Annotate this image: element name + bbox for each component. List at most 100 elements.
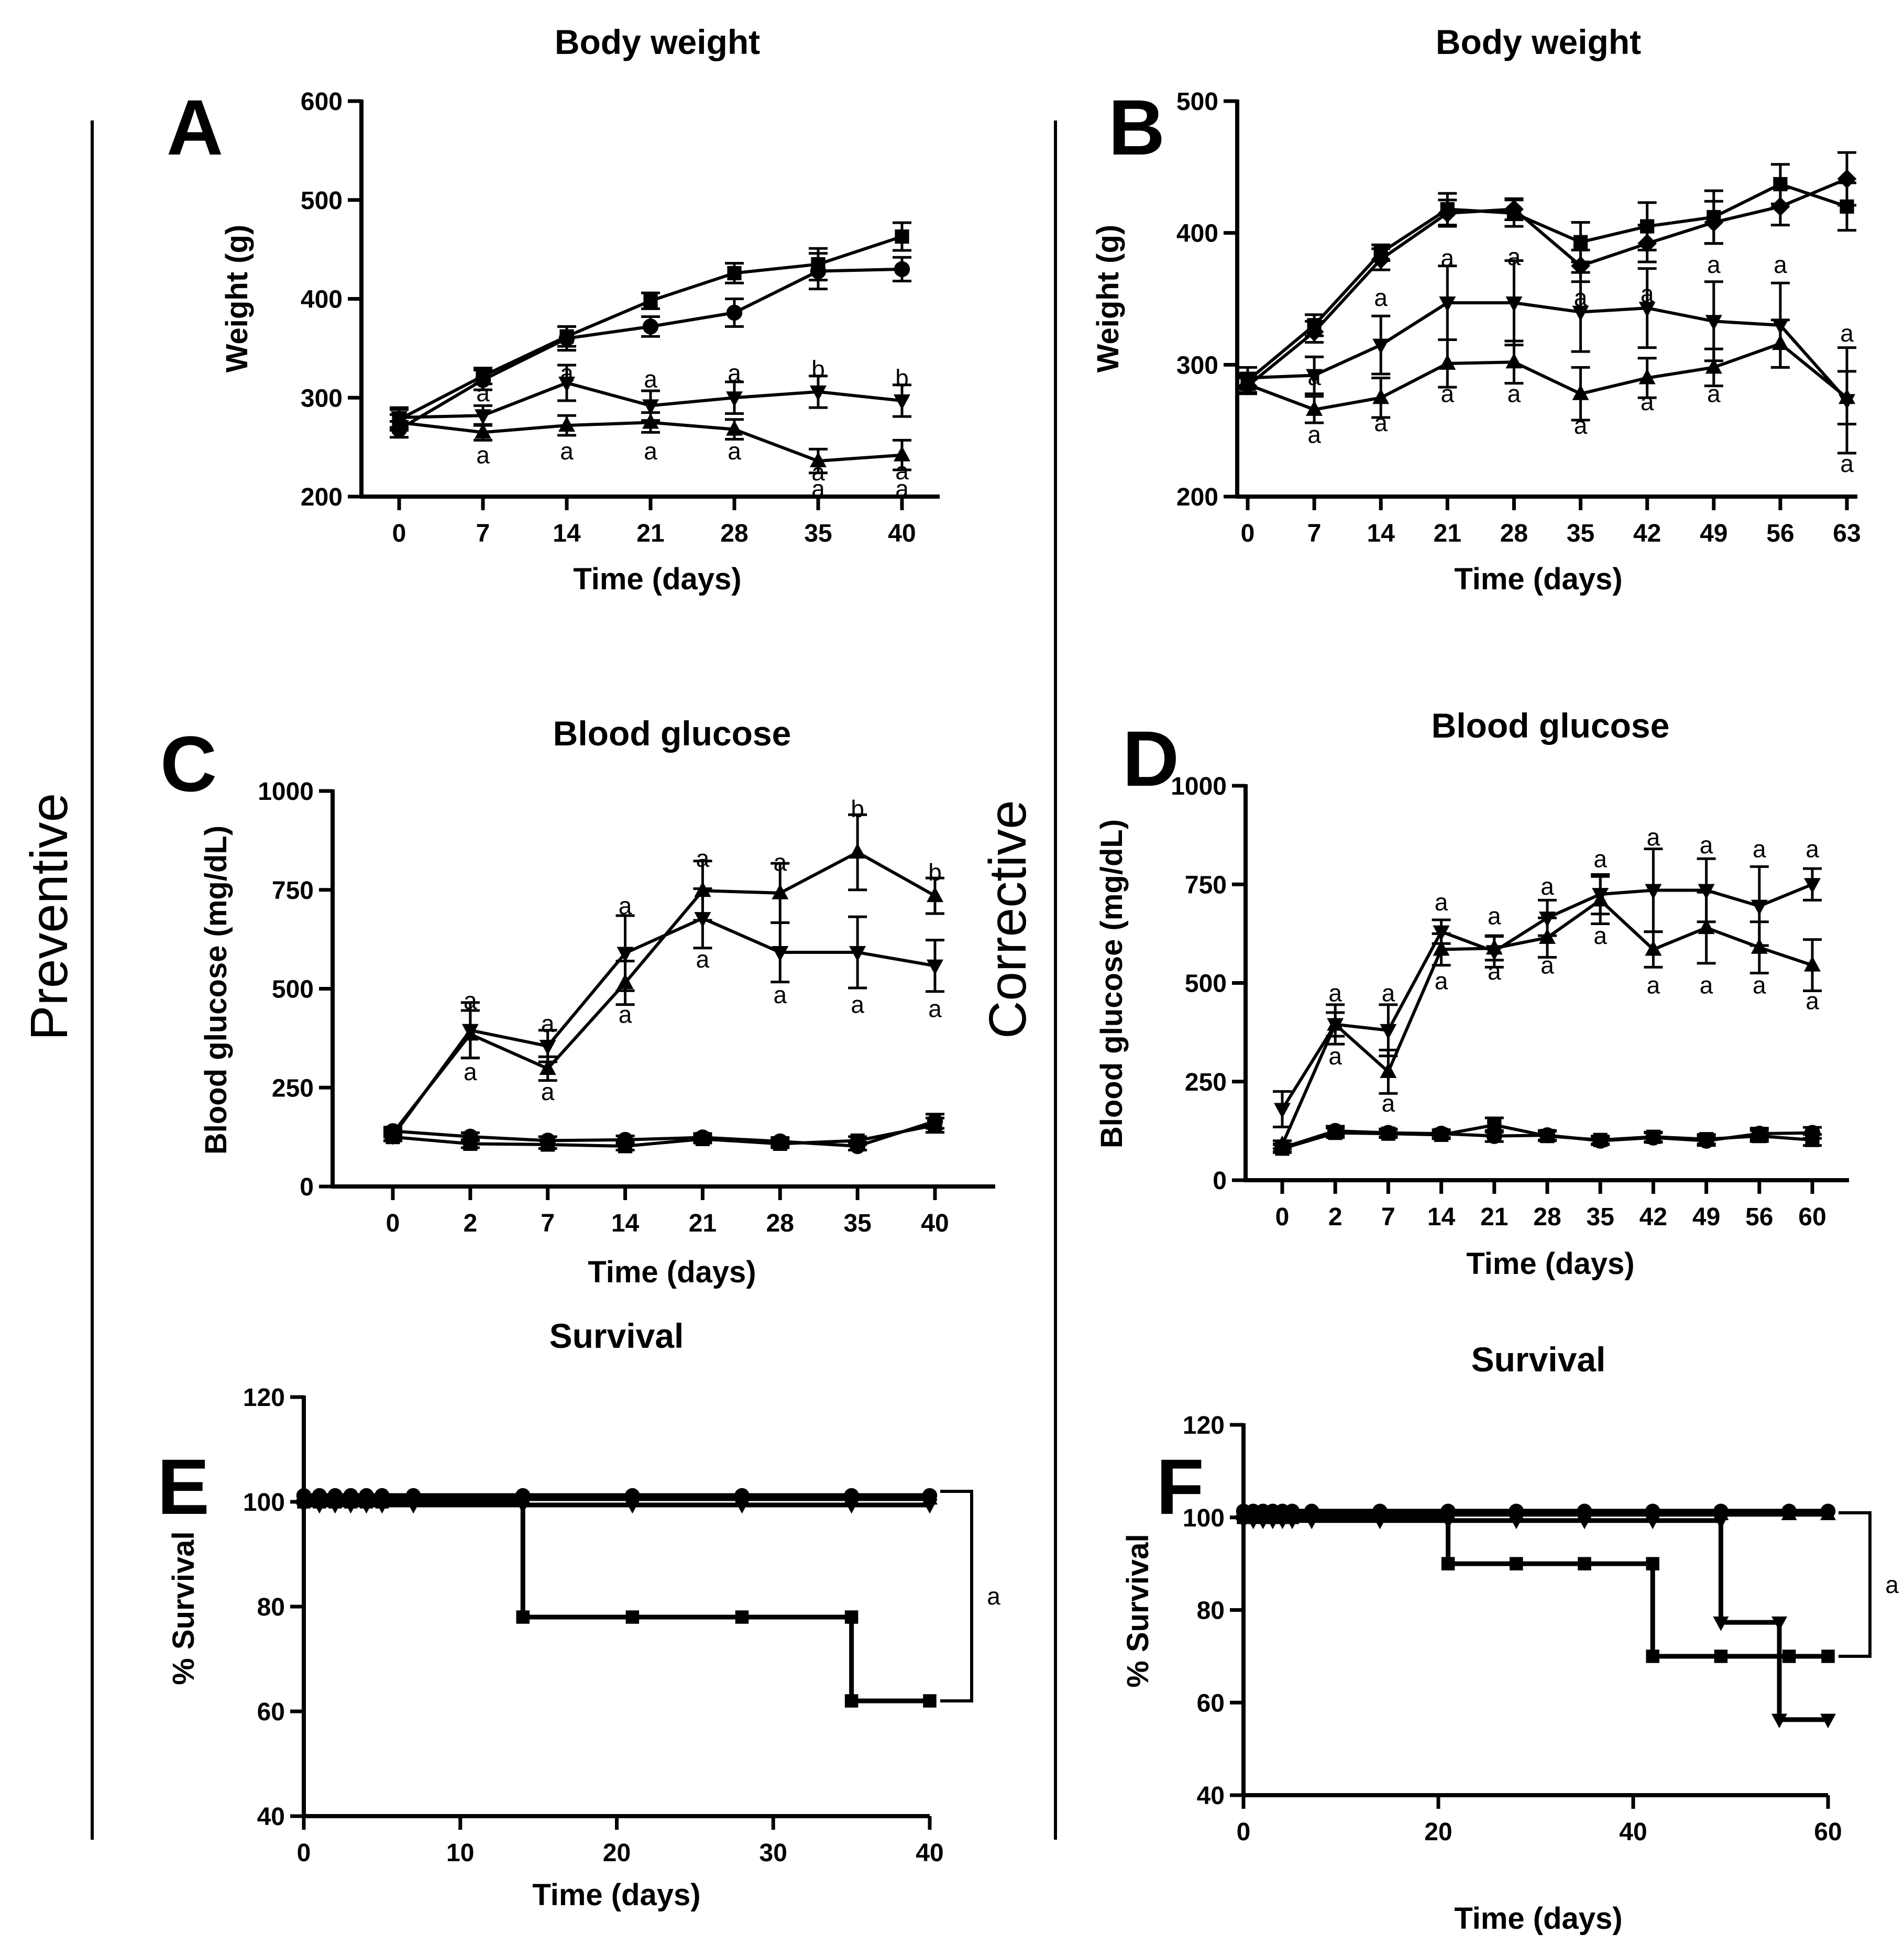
panel-f-point	[1782, 1650, 1796, 1663]
panel-b-point	[1638, 368, 1656, 384]
panel-e-y-tick-label: 120	[243, 1384, 285, 1412]
panel-f-point	[1714, 1650, 1728, 1663]
panel-d-x-tick-label: 56	[1745, 1203, 1773, 1231]
panel-f-point	[1713, 1514, 1729, 1530]
panel-a-point	[642, 413, 659, 429]
panel-d-series-circle	[1273, 1123, 1822, 1156]
panel-b-sig-label: a	[1307, 421, 1321, 448]
panel-b-sig-label: a	[1707, 380, 1721, 408]
panel-a-x-tick-label: 21	[636, 520, 664, 547]
panel-d-point	[1327, 1123, 1344, 1139]
panel-b-x-tick-label: 0	[1241, 520, 1255, 547]
panel-d-point	[1645, 940, 1662, 956]
panel-d-point	[1486, 1128, 1502, 1144]
panel-f-y-tick-label: 80	[1197, 1597, 1225, 1625]
panel-e-y-tick-label: 60	[257, 1698, 285, 1726]
panel-f-point	[1713, 1616, 1729, 1631]
panel-c-x-axis-label: Time (days)	[588, 1255, 756, 1289]
panel-d-point	[1698, 918, 1715, 935]
panel-a-point	[894, 446, 910, 461]
panel-a-x-tick-label: 14	[553, 520, 581, 547]
panel-e-point	[922, 1499, 938, 1514]
panel-b-point	[1770, 196, 1790, 216]
panel-a-point	[894, 261, 910, 278]
panel-a-point	[895, 229, 909, 244]
panel-f-curve-triangle-down	[1236, 1514, 1836, 1729]
panel-f-bracket-label: a	[1885, 1571, 1899, 1598]
panel-f-point	[1510, 1557, 1523, 1570]
panel-a-sig-label: a	[895, 475, 909, 502]
panel-c-x-tick-label: 40	[921, 1210, 949, 1237]
panel-a-x-tick-label: 35	[804, 520, 832, 547]
panel-c-point	[772, 1133, 788, 1150]
panel-b-point	[1306, 369, 1323, 385]
panel-f-title: Survival	[1471, 1340, 1606, 1379]
panel-a-chart: Body weight A Weight (g) Time (days) 200 300 4…	[167, 23, 940, 596]
panel-b-x-tick-label: 63	[1833, 520, 1861, 547]
panel-a-sig-label: a	[644, 365, 657, 392]
panel-b-series-line	[1247, 342, 1848, 411]
panel-b-point	[1771, 334, 1789, 350]
panel-e-curve-square	[297, 1495, 937, 1708]
panel-e-x-tick-label: 30	[760, 1839, 787, 1867]
panel-d-sig-label: a	[1753, 971, 1766, 998]
panel-e-point	[516, 1610, 530, 1624]
panel-c-point	[849, 1138, 866, 1155]
panel-b-point	[1372, 388, 1390, 404]
panel-a-title: Body weight	[555, 23, 760, 61]
panel-b-chart: Body weight B Weight (g) Time (days) 200 300 4…	[1091, 23, 1861, 596]
panel-b-sig-label: a	[1307, 363, 1321, 390]
panel-c-point	[849, 843, 866, 859]
panel-d-point	[1804, 1125, 1821, 1141]
panel-d-sig-label: a	[1435, 888, 1448, 916]
panel-a-sig-label: a	[811, 475, 825, 502]
panel-c-y-tick-label: 1000	[258, 778, 314, 806]
panel-d-point	[1592, 891, 1609, 907]
panel-d-sig-label: a	[1328, 1042, 1342, 1070]
panel-a-sig-label: a	[895, 457, 909, 485]
panel-d-point	[1380, 1062, 1397, 1078]
panel-b-sig-label: a	[1574, 412, 1588, 439]
panel-a-point	[726, 304, 743, 321]
panel-c-sig-label: a	[541, 1078, 555, 1105]
panel-b-point	[1572, 384, 1589, 400]
panel-a-sig-label: a	[811, 458, 825, 486]
panel-d-point	[1804, 956, 1821, 972]
panel-b-sig-label: a	[1840, 450, 1854, 477]
panel-b-series-line	[1247, 177, 1848, 387]
panel-c-series-line	[392, 1119, 936, 1148]
panel-c-sig-label: b	[851, 795, 864, 822]
panel-d-x-tick-label: 28	[1533, 1203, 1561, 1231]
panel-b-point	[1439, 354, 1456, 370]
panel-c-y-tick-label: 250	[272, 1074, 314, 1102]
panel-d-point	[1380, 1125, 1396, 1141]
panel-a-point	[894, 394, 910, 410]
panel-b-point	[1572, 305, 1589, 322]
panel-c-sig-label: a	[928, 995, 942, 1022]
panel-a-point	[643, 293, 658, 308]
panel-a-point	[475, 423, 491, 439]
panel-e-x-axis-label: Time (days)	[532, 1878, 700, 1912]
panel-b-y-tick-label: 200	[1176, 483, 1218, 511]
panel-b-point	[1504, 199, 1524, 219]
panel-a-point	[475, 372, 491, 388]
panel-d-sig-label: a	[1593, 845, 1607, 872]
panel-b-sig-label: a	[1774, 251, 1787, 278]
panel-b-point	[1439, 296, 1456, 312]
panel-b-point	[1637, 234, 1657, 254]
panel-e-point	[328, 1495, 342, 1509]
panel-f-point	[1781, 1506, 1797, 1520]
panel-b-point	[1239, 375, 1256, 391]
panel-d-x-tick-label: 21	[1480, 1203, 1508, 1231]
panel-c-sig-label: a	[696, 946, 710, 973]
panel-b-sig-label: a	[1441, 244, 1455, 271]
panel-b-x-tick-label: 42	[1633, 520, 1661, 547]
panel-f-point	[1646, 1557, 1659, 1570]
panel-e-x-tick-label: 10	[446, 1839, 474, 1867]
panel-e-title: Survival	[549, 1316, 684, 1355]
panel-c-sig-label: a	[773, 981, 787, 1008]
panel-f-point	[1645, 1514, 1661, 1530]
panel-b-point	[1573, 235, 1588, 249]
panel-e-x-tick-label: 20	[603, 1839, 631, 1867]
panel-a-point	[810, 452, 827, 468]
